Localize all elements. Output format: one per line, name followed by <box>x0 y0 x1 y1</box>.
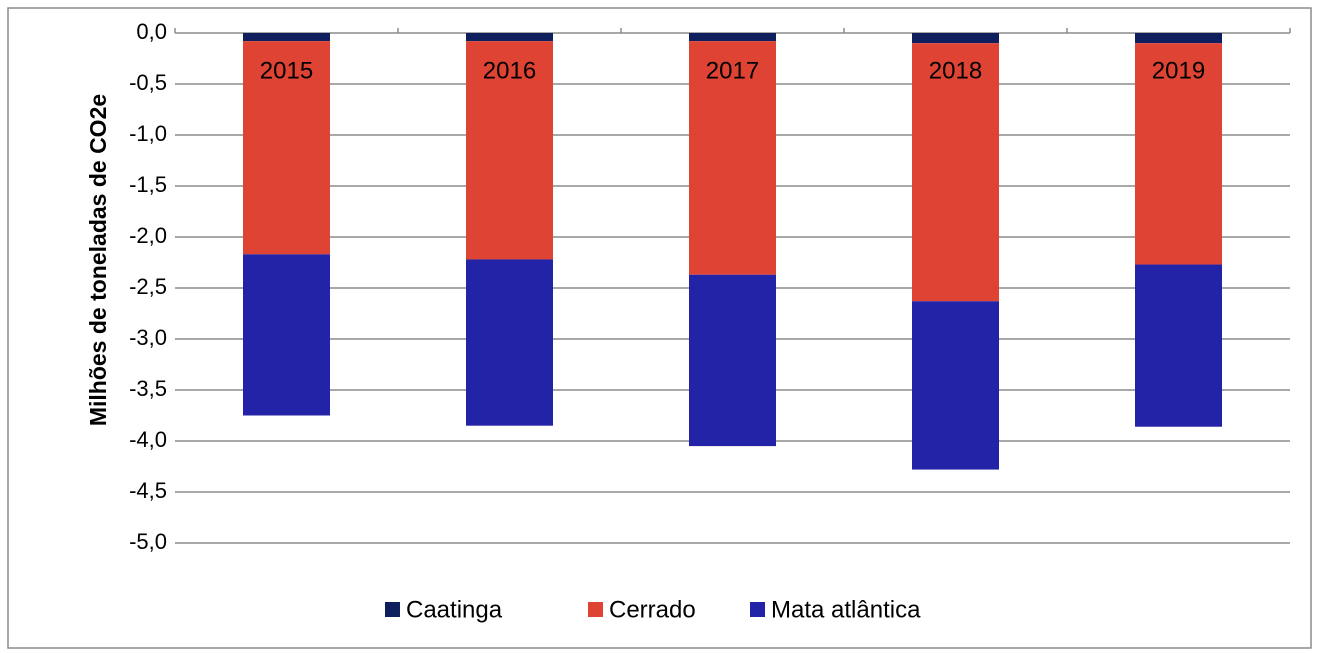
bar-segment <box>1135 33 1222 44</box>
bar-segment <box>243 254 330 416</box>
bar-segment <box>689 274 776 447</box>
y-tick-label: -4,0 <box>129 427 167 452</box>
y-tick-label: -3,0 <box>129 325 167 350</box>
y-tick-label: -2,5 <box>129 274 167 299</box>
bar-segment <box>689 41 776 275</box>
bar-segment <box>1135 264 1222 427</box>
legend-label: Cerrado <box>609 596 696 623</box>
y-tick-label: -5,0 <box>129 529 167 554</box>
y-tick-label: -3,5 <box>129 376 167 401</box>
y-tick-label: -0,5 <box>129 70 167 95</box>
y-tick-label: -1,0 <box>129 121 167 146</box>
bar-segment <box>243 41 330 255</box>
category-label: 2019 <box>1152 57 1205 84</box>
legend-swatch <box>750 602 765 617</box>
bar-segment <box>466 41 553 260</box>
legend-swatch <box>588 602 603 617</box>
legend-swatch <box>385 602 400 617</box>
chart-frame <box>7 7 1312 649</box>
y-tick-label: -4,5 <box>129 478 167 503</box>
category-label: 2017 <box>706 57 759 84</box>
y-axis-title: Milhões de toneladas de CO2e <box>85 94 111 426</box>
y-tick-label: 0,0 <box>136 19 167 44</box>
legend-label: Caatinga <box>406 596 503 623</box>
category-label: 2015 <box>260 57 313 84</box>
category-label: 2018 <box>929 57 982 84</box>
bar-segment <box>912 301 999 470</box>
bar-segment <box>466 259 553 426</box>
bar-segment <box>912 33 999 44</box>
legend-label: Mata atlântica <box>771 596 921 623</box>
bar-segment <box>466 33 553 42</box>
bar-segment <box>689 33 776 42</box>
y-tick-label: -2,0 <box>129 223 167 248</box>
y-tick-label: -1,5 <box>129 172 167 197</box>
bar-segment <box>912 43 999 302</box>
bar-segment <box>1135 43 1222 265</box>
bar-segment <box>243 33 330 42</box>
category-label: 2016 <box>483 57 536 84</box>
